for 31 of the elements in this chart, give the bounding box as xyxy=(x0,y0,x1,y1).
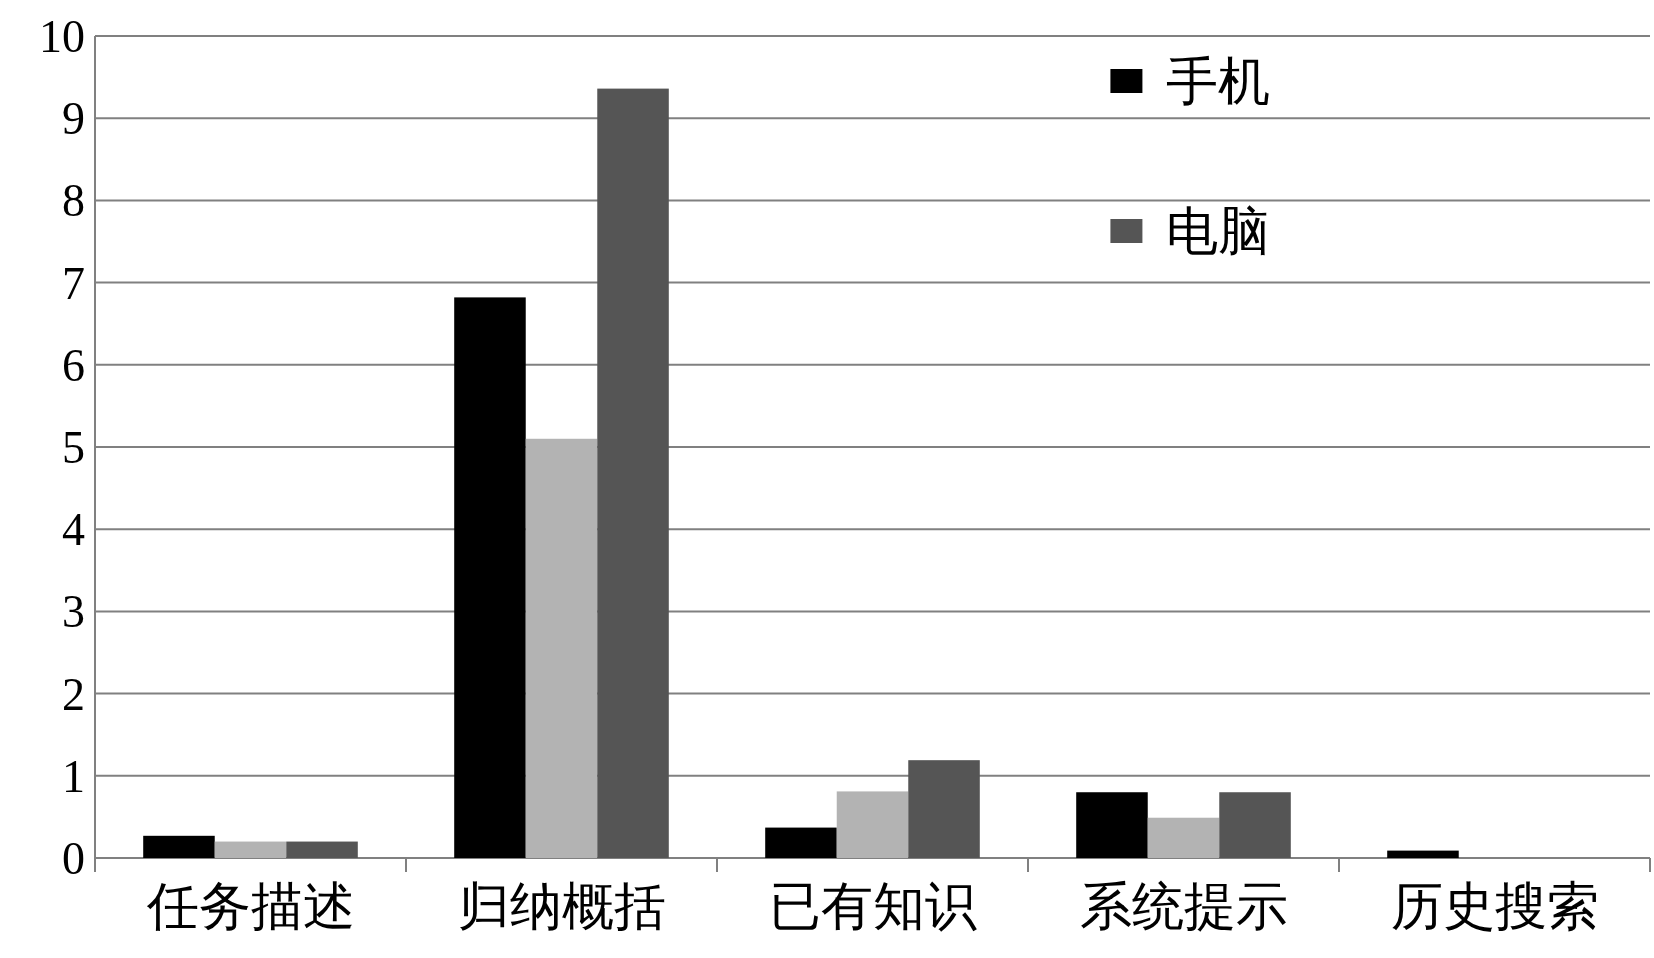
bar xyxy=(908,760,980,858)
y-tick-label: 5 xyxy=(62,422,85,473)
x-tick-label: 历史搜索 xyxy=(1390,878,1599,935)
y-tick-label: 4 xyxy=(62,504,85,556)
bar xyxy=(286,841,358,858)
y-tick-label: 9 xyxy=(62,93,85,145)
bar xyxy=(765,827,837,858)
bar xyxy=(214,841,287,858)
bar xyxy=(525,438,598,858)
y-tick-label: 6 xyxy=(62,339,85,391)
legend-label: 手机 xyxy=(1166,53,1271,110)
y-tick-label: 8 xyxy=(62,175,85,227)
bar xyxy=(143,835,215,858)
x-tick-label: 系统提示 xyxy=(1079,878,1288,935)
bar xyxy=(1219,792,1291,858)
bar xyxy=(1387,850,1459,858)
x-tick-label: 已有知识 xyxy=(768,878,977,935)
y-tick-label: 7 xyxy=(62,257,85,309)
bar xyxy=(836,791,909,858)
bar xyxy=(1076,792,1148,858)
y-tick-label: 2 xyxy=(62,668,85,720)
bar xyxy=(454,297,526,858)
y-tick-label: 10 xyxy=(39,11,85,62)
legend-label: 电脑 xyxy=(1166,203,1271,260)
bar xyxy=(597,88,669,858)
bar xyxy=(1147,817,1220,858)
x-tick-label: 归纳概括 xyxy=(457,878,666,935)
y-tick-label: 1 xyxy=(62,750,85,802)
y-tick-label: 3 xyxy=(62,586,85,638)
x-tick-label: 任务描述 xyxy=(145,878,355,935)
y-tick-label: 0 xyxy=(62,833,85,884)
